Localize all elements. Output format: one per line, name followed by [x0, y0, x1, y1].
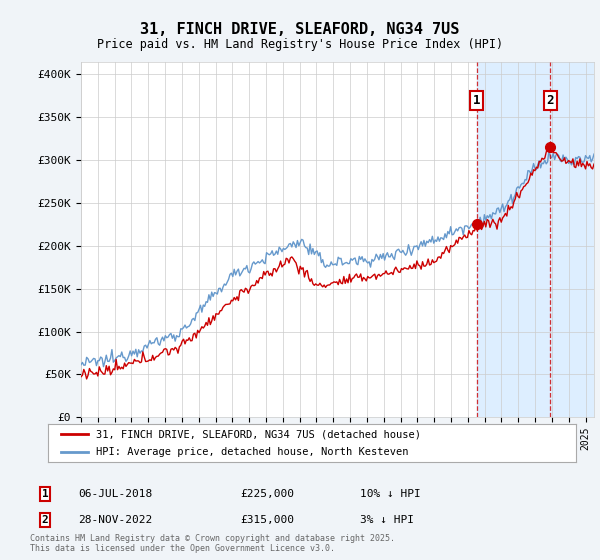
- Bar: [476, 62, 594, 417]
- Text: 10% ↓ HPI: 10% ↓ HPI: [360, 489, 421, 500]
- Text: Contains HM Land Registry data © Crown copyright and database right 2025.
This d: Contains HM Land Registry data © Crown c…: [30, 534, 395, 553]
- Text: 31, FINCH DRIVE, SLEAFORD, NG34 7US: 31, FINCH DRIVE, SLEAFORD, NG34 7US: [140, 22, 460, 38]
- Text: 2: 2: [41, 515, 49, 525]
- Text: 1: 1: [473, 94, 481, 106]
- Text: £315,000: £315,000: [240, 515, 294, 525]
- Text: 31, FINCH DRIVE, SLEAFORD, NG34 7US (detached house): 31, FINCH DRIVE, SLEAFORD, NG34 7US (det…: [95, 429, 421, 439]
- Text: 1: 1: [41, 489, 49, 500]
- Text: 28-NOV-2022: 28-NOV-2022: [78, 515, 152, 525]
- Text: 06-JUL-2018: 06-JUL-2018: [78, 489, 152, 500]
- Text: 3% ↓ HPI: 3% ↓ HPI: [360, 515, 414, 525]
- Text: 2: 2: [547, 94, 554, 106]
- Text: £225,000: £225,000: [240, 489, 294, 500]
- Text: HPI: Average price, detached house, North Kesteven: HPI: Average price, detached house, Nort…: [95, 447, 408, 457]
- Text: Price paid vs. HM Land Registry's House Price Index (HPI): Price paid vs. HM Land Registry's House …: [97, 38, 503, 50]
